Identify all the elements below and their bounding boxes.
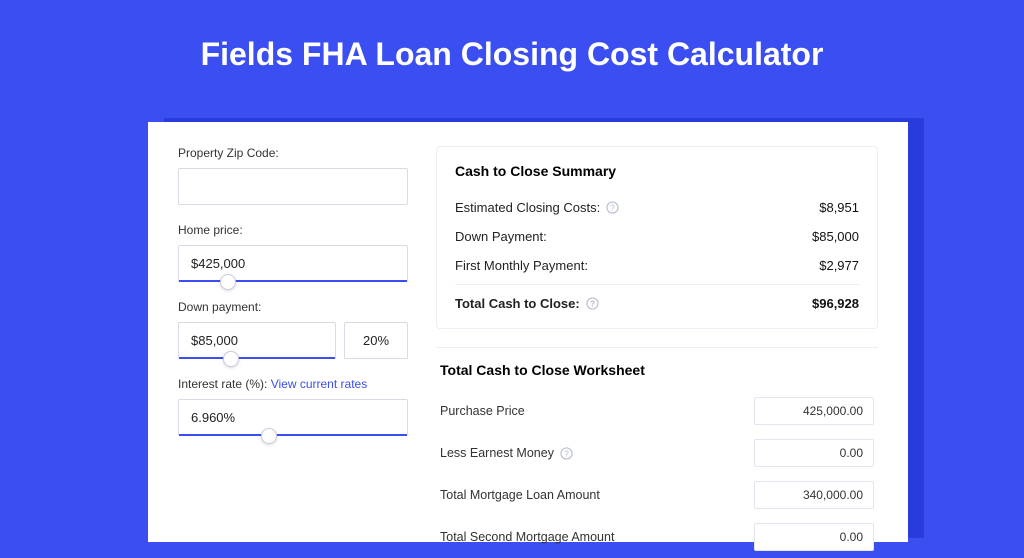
home-price-slider[interactable] [178, 245, 408, 282]
summary-row-value: $96,928 [812, 296, 859, 311]
worksheet-row-input[interactable] [754, 481, 874, 509]
help-icon[interactable]: ? [586, 297, 599, 310]
slider-track [179, 357, 335, 359]
worksheet-row: Total Mortgage Loan Amount [436, 474, 878, 516]
interest-field: Interest rate (%): View current rates [178, 377, 408, 436]
zip-input[interactable] [178, 168, 408, 205]
cash-summary: Cash to Close Summary Estimated Closing … [436, 146, 878, 329]
worksheet-row: Total Second Mortgage Amount [436, 516, 878, 558]
svg-text:?: ? [564, 448, 569, 458]
svg-text:?: ? [590, 298, 595, 308]
interest-label-text: Interest rate (%): [178, 377, 267, 391]
interest-slider[interactable] [178, 399, 408, 436]
summary-row-label: Down Payment: [455, 229, 547, 244]
home-price-input[interactable] [179, 246, 407, 281]
slider-thumb[interactable] [261, 428, 277, 444]
down-payment-label: Down payment: [178, 300, 408, 314]
worksheet-row: Purchase Price [436, 390, 878, 432]
help-icon[interactable]: ? [560, 447, 573, 460]
worksheet-row-label: Less Earnest Money ? [440, 446, 573, 460]
interest-label: Interest rate (%): View current rates [178, 377, 408, 391]
slider-thumb[interactable] [220, 274, 236, 290]
down-payment-pct-input[interactable] [344, 322, 408, 359]
divider [455, 284, 859, 285]
summary-row: Estimated Closing Costs: ? $8,951 [455, 193, 859, 222]
worksheet-row-input[interactable] [754, 523, 874, 551]
zip-label: Property Zip Code: [178, 146, 408, 160]
view-rates-link[interactable]: View current rates [271, 377, 368, 391]
down-payment-input[interactable] [179, 323, 335, 358]
down-payment-slider[interactable] [178, 322, 336, 359]
worksheet-title: Total Cash to Close Worksheet [436, 362, 878, 378]
summary-title: Cash to Close Summary [455, 163, 859, 179]
worksheet-rows: Purchase Price Less Earnest Money ? Total … [436, 390, 878, 558]
summary-row-label: First Monthly Payment: [455, 258, 588, 273]
inputs-column: Property Zip Code: Home price: Down paym… [178, 146, 408, 518]
worksheet-row-input[interactable] [754, 397, 874, 425]
slider-thumb[interactable] [223, 351, 239, 367]
summary-rows: Estimated Closing Costs: ? $8,951 Down Pay… [455, 193, 859, 318]
svg-text:?: ? [610, 202, 615, 212]
interest-input[interactable] [179, 400, 407, 435]
summary-row-value: $85,000 [812, 229, 859, 244]
summary-row-label: Total Cash to Close: ? [455, 296, 599, 311]
down-payment-field: Down payment: [178, 300, 408, 359]
summary-row: Total Cash to Close: ? $96,928 [455, 289, 859, 318]
help-icon[interactable]: ? [606, 201, 619, 214]
worksheet-section: Total Cash to Close Worksheet Purchase P… [436, 347, 878, 558]
slider-track [179, 434, 407, 436]
summary-row-label: Estimated Closing Costs: ? [455, 200, 619, 215]
home-price-field: Home price: [178, 223, 408, 282]
worksheet-row-input[interactable] [754, 439, 874, 467]
worksheet-row-label: Purchase Price [440, 404, 525, 418]
summary-row-value: $2,977 [819, 258, 859, 273]
slider-track [179, 280, 407, 282]
worksheet-row: Less Earnest Money ? [436, 432, 878, 474]
zip-field: Property Zip Code: [178, 146, 408, 205]
page-title: Fields FHA Loan Closing Cost Calculator [0, 0, 1024, 101]
worksheet-row-label: Total Mortgage Loan Amount [440, 488, 600, 502]
home-price-label: Home price: [178, 223, 408, 237]
worksheet-row-label: Total Second Mortgage Amount [440, 530, 614, 544]
summary-row: Down Payment: $85,000 [455, 222, 859, 251]
calculator-card: Property Zip Code: Home price: Down paym… [148, 122, 908, 542]
results-column: Cash to Close Summary Estimated Closing … [436, 146, 878, 518]
summary-row-value: $8,951 [819, 200, 859, 215]
summary-row: First Monthly Payment: $2,977 [455, 251, 859, 280]
